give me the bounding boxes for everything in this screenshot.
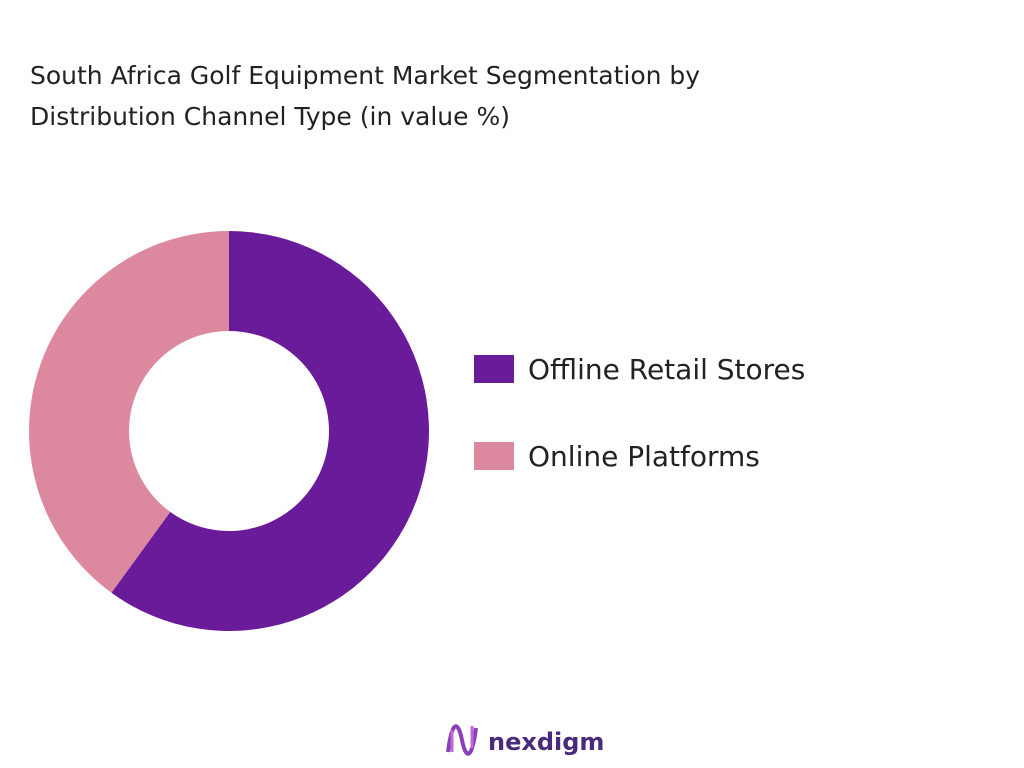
- legend-swatch: [474, 355, 514, 383]
- donut-slice: [29, 231, 229, 593]
- logo-icon: [446, 724, 478, 756]
- legend-label: Offline Retail Stores: [528, 353, 805, 386]
- donut-slice: [111, 231, 430, 632]
- legend-label: Online Platforms: [528, 440, 760, 473]
- logo-text: nexdigm: [488, 728, 604, 756]
- legend-swatch: [474, 442, 514, 470]
- chart-title: South Africa Golf Equipment Market Segme…: [30, 61, 700, 131]
